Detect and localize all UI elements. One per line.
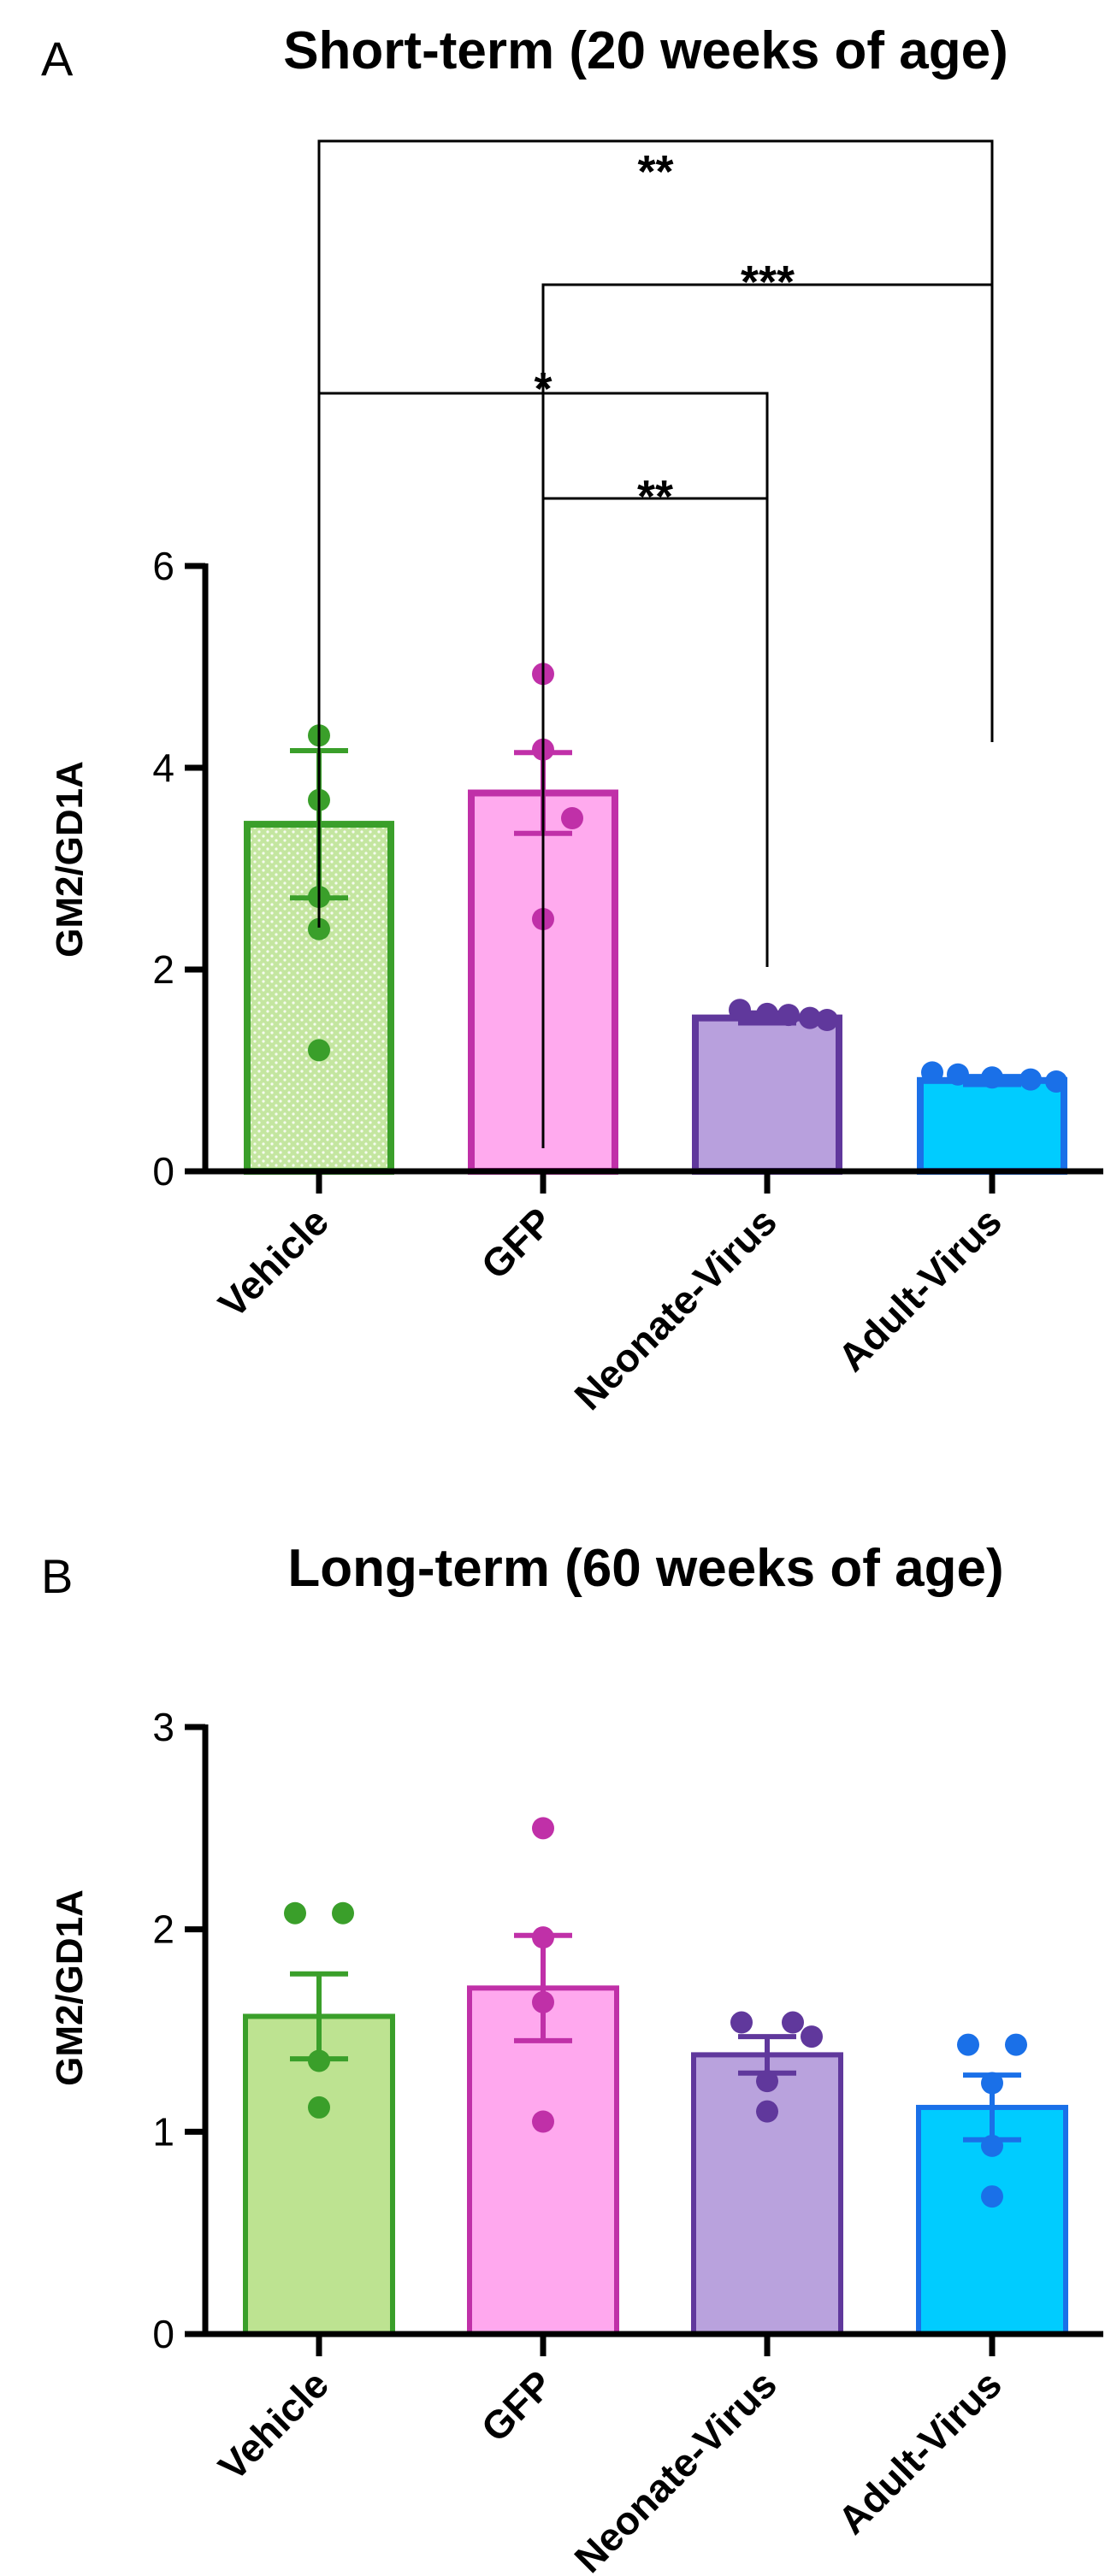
panel-a-data-point-4-1 xyxy=(921,1061,943,1084)
panel-a-category-label-1: Vehicle xyxy=(210,1199,337,1326)
panel-b-data-point-4-4 xyxy=(981,2134,1003,2157)
panel-b-data-point-3-4 xyxy=(756,2070,778,2093)
panel-b-category-label-3: Neonate-Virus xyxy=(565,2361,785,2576)
panel-b-chart: B Long-term (60 weeks of age) GM2/GD1A 0… xyxy=(41,1539,1103,2576)
panel-a-category-label-4: Adult-Virus xyxy=(830,1199,1010,1379)
panel-a-y-axis-label: GM2/GD1A xyxy=(49,761,91,958)
panel-b-letter: B xyxy=(41,1549,73,1603)
panel-b-data-point-3-5 xyxy=(756,2100,778,2123)
panel-a-significance-bracket-1 xyxy=(317,139,994,500)
panel-a-significance-bracket-4 xyxy=(541,497,769,1148)
panel-b-data-point-2-4 xyxy=(532,2110,554,2133)
panel-a-category-label-2: GFP xyxy=(472,1199,561,1288)
panel-a-data-point-1-4 xyxy=(308,917,330,940)
panel-a-significance-label-1: ** xyxy=(637,146,673,197)
panel-b-data-point-2-1 xyxy=(532,1817,554,1840)
panel-a-title: Short-term (20 weeks of age) xyxy=(283,21,1008,80)
panel-b-data-point-4-5 xyxy=(981,2185,1003,2208)
panel-a-y-tick-label-1: 0 xyxy=(152,1149,174,1194)
panel-a-data-point-4-2 xyxy=(947,1063,969,1086)
panel-a-data-point-3-5 xyxy=(816,1009,838,1031)
panel-b-data-point-4-1 xyxy=(957,2033,979,2056)
panel-a-data-point-3-4 xyxy=(799,1006,821,1029)
panel-a-data-point-4-4 xyxy=(1019,1068,1042,1091)
panel-a-y-tick-label-4: 6 xyxy=(152,544,174,588)
panel-a-data-point-1-5 xyxy=(308,1039,330,1062)
panel-b-data-point-3-1 xyxy=(730,2011,753,2034)
panel-a-significance-label-4: ** xyxy=(637,471,673,522)
panel-b-data-point-4-3 xyxy=(981,2072,1003,2095)
panel-a-data-point-4-5 xyxy=(1045,1070,1067,1093)
panel-a-significance-label-3: * xyxy=(534,363,552,415)
panel-a-data-point-3-3 xyxy=(777,1004,800,1027)
panel-b-category-label-2: GFP xyxy=(472,2361,561,2450)
panel-b-data-point-2-2 xyxy=(532,1926,554,1949)
panel-b-y-tick-label-1: 0 xyxy=(152,2312,174,2356)
panel-a-y-tick-label-2: 2 xyxy=(152,947,174,992)
panel-a-data-point-3-1 xyxy=(729,999,751,1022)
panel-b-category-label-4: Adult-Virus xyxy=(830,2361,1010,2542)
panel-a-letter: A xyxy=(41,32,74,85)
panel-b-data-point-1-1 xyxy=(284,1901,306,1925)
panel-b-bar-3 xyxy=(691,2052,843,2337)
panel-a-bar-4 xyxy=(917,1076,1067,1176)
panel-b-y-axis-label: GM2/GD1A xyxy=(49,1889,91,2086)
panel-a-significance-bracket-2 xyxy=(541,283,994,742)
panel-b-data-point-2-3 xyxy=(532,1990,554,2013)
panel-b-data-point-1-4 xyxy=(308,2096,330,2119)
panel-a-data-point-4-3 xyxy=(981,1066,1003,1089)
panel-a-bar-3 xyxy=(692,1014,842,1176)
panel-b-data-point-3-2 xyxy=(782,2011,804,2034)
panel-b-y-tick-label-3: 2 xyxy=(152,1907,174,1952)
panel-b-category-label-1: Vehicle xyxy=(210,2361,337,2489)
panel-b-y-tick-label-2: 1 xyxy=(152,2109,174,2154)
panel-b-data-point-1-2 xyxy=(332,1901,354,1925)
panel-b-data-point-1-3 xyxy=(308,2049,330,2072)
panel-a-y-tick-label-3: 4 xyxy=(152,746,174,790)
panel-a-chart: A Short-term (20 weeks of age) GM2/GD1A … xyxy=(41,21,1103,1418)
panel-b-y-tick-label-4: 3 xyxy=(152,1705,174,1749)
panel-b-data-point-3-3 xyxy=(801,2025,823,2048)
panel-a-category-label-3: Neonate-Virus xyxy=(565,1199,785,1418)
panel-a-data-point-3-2 xyxy=(756,1002,778,1025)
panel-b-title: Long-term (60 weeks of age) xyxy=(287,1539,1003,1598)
panel-b-data-point-4-2 xyxy=(1005,2033,1027,2056)
panel-a-significance-label-2: *** xyxy=(741,256,795,308)
panel-a-data-point-2-3 xyxy=(561,807,583,829)
